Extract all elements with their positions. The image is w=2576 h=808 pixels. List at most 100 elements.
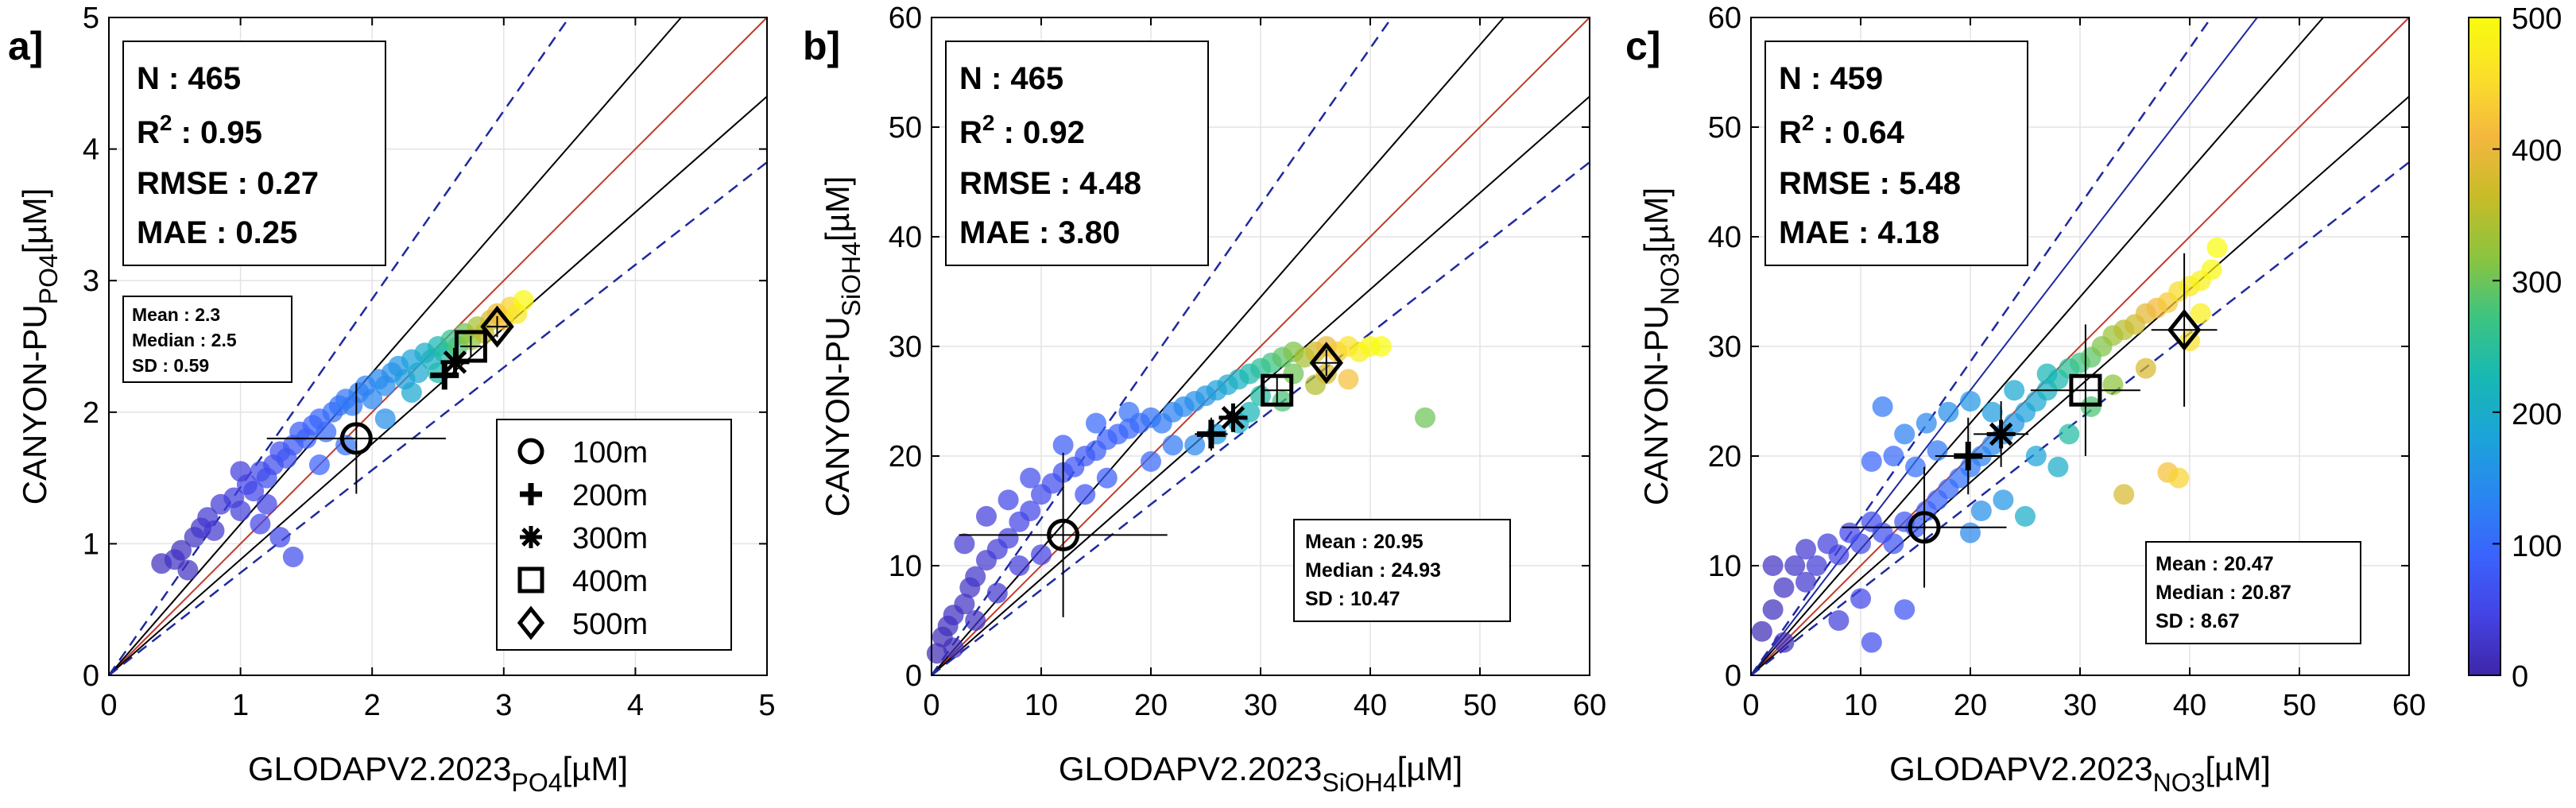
panel-a-summary-mean: Mean : 2.3 [132, 304, 220, 325]
panel-b-data-point [1075, 484, 1095, 505]
panel-a-data-point [375, 408, 396, 429]
panel-b-data-point [1141, 451, 1161, 472]
panel-c-y-tick-label: 0 [1725, 659, 1741, 693]
colorbar-tick-100: 100 [2512, 530, 2562, 563]
panel-c-data-point [2004, 380, 2024, 400]
panel-c-data-point [1894, 423, 1915, 444]
panel-b-data-point [987, 583, 1008, 604]
panel-c-data-point [1773, 578, 1794, 598]
panel-a-data-point [401, 382, 422, 403]
panel-b-y-tick-label: 50 [889, 111, 922, 145]
panel-b-x-tick-label: 60 [1573, 689, 1606, 722]
panel-c-data-point [1905, 457, 1926, 477]
panel-b-x-axis-label: GLODAPV2.2023SiOH4[µM] [1059, 750, 1462, 797]
panel-c-y-tick-label: 30 [1708, 331, 1741, 364]
panel-c-data-point [1960, 523, 1981, 543]
panel-a-x-tick-label: 3 [495, 689, 512, 722]
panel-b-x-tick-label: 30 [1244, 689, 1277, 722]
panel-c-data-point [2037, 364, 2058, 385]
panel-c-data-point [1828, 544, 1849, 565]
panel-b: 0 10 20 30 40 50 600102030405060 b] N : 465 R2… [803, 2, 1606, 797]
panel-c: 0 10 20 30 40 50 600102030405060 c] N : 459 R2… [1625, 2, 2426, 797]
panel-c-stat-r2: R2 : 0.64 [1779, 110, 1905, 150]
panel-c-data-point [2207, 238, 2228, 258]
legend-label-200m: 200m [572, 479, 648, 512]
panel-a-data-point [250, 514, 270, 535]
panel-c-stat-mae: MAE : 4.18 [1779, 215, 1939, 250]
panel-b-x-tick-label: 40 [1354, 689, 1387, 722]
panel-b-summary-median: Median : 24.93 [1305, 559, 1441, 582]
colorbar: 0 100 200 300 400 500 [2469, 2, 2562, 694]
panel-c-data-point [1828, 610, 1849, 631]
panel-c-data-point [1850, 533, 1871, 554]
colorbar-tick-400: 400 [2512, 134, 2562, 168]
panel-c-summary-sd: SD : 8.67 [2156, 610, 2240, 632]
panel-c-y-tick-label: 10 [1708, 550, 1741, 583]
panel-b-data-point [1053, 435, 1074, 455]
panel-c-data-point [1861, 632, 1882, 653]
panel-a-y-tick-label: 0 [83, 659, 99, 693]
panel-b-data-point [1009, 555, 1029, 576]
colorbar-tick-300: 300 [2512, 266, 2562, 300]
panel-b-data-point [1415, 408, 1435, 428]
panel-a-label: a] [8, 24, 43, 68]
panel-a-stat-n: N : 465 [137, 61, 241, 96]
panel-a-data-point [269, 527, 290, 547]
panel-a-y-tick-label: 3 [83, 265, 99, 298]
panel-c-data-point [1752, 621, 1772, 642]
panel-b-summary-mean: Mean : 20.95 [1305, 531, 1424, 553]
panel-b-summary-box: Mean : 20.95 Median : 24.93 SD : 10.47 [1294, 520, 1510, 621]
panel-a-x-tick-label: 1 [232, 689, 249, 722]
panel-b-y-tick-label: 30 [889, 331, 922, 364]
panel-a-y-tick-label: 5 [83, 2, 99, 35]
panel-c-x-tick-label: 10 [1844, 689, 1877, 722]
panel-b-stat-rmse: RMSE : 4.48 [959, 166, 1141, 201]
panel-b-depth-mean-300m [1219, 404, 1248, 432]
panel-b-data-point [1163, 435, 1183, 455]
panel-a-y-tick-label: 4 [83, 133, 99, 167]
panel-c-data-point [2168, 468, 2189, 489]
panel-b-data-point [1184, 435, 1205, 455]
panel-a-summary-median: Median : 2.5 [132, 330, 237, 350]
panel-c-summary-box: Mean : 20.47 Median : 20.87 SD : 8.67 [2146, 542, 2361, 644]
colorbar-tick-500: 500 [2512, 2, 2562, 36]
panel-b-data-point [1031, 544, 1052, 565]
panel-c-data-point [1861, 451, 1882, 472]
panel-c-data-point [2202, 259, 2222, 280]
legend-label-300m: 300m [572, 522, 648, 555]
panel-c-data-point [2026, 446, 2047, 466]
panel-c-depth-mean-300m [1987, 419, 2016, 448]
panel-c-x-tick-label: 0 [1742, 689, 1759, 722]
panel-a-stat-r2: R2 : 0.95 [137, 110, 262, 150]
panel-b-data-point [943, 638, 964, 659]
panel-b-data-point [1283, 364, 1303, 385]
panel-b-y-tick-label: 60 [889, 2, 922, 35]
depth-legend: 100m 200m 300m 400m 500m [497, 419, 731, 650]
legend-label-400m: 400m [572, 565, 648, 598]
panel-b-x-tick-label: 10 [1025, 689, 1058, 722]
panel-a-data-point [283, 547, 304, 567]
panel-c-data-point [2047, 457, 2068, 477]
panel-b-stat-mae: MAE : 3.80 [959, 215, 1120, 250]
panel-b-y-tick-label: 0 [905, 659, 922, 693]
colorbar-tick-0: 0 [2512, 660, 2528, 694]
legend-label-100m: 100m [572, 436, 648, 470]
panel-a-stat-mae: MAE : 0.25 [137, 215, 297, 250]
panel-b-stat-n: N : 465 [959, 61, 1063, 96]
panel-c-x-tick-label: 60 [2392, 689, 2426, 722]
panel-a-data-point [230, 461, 251, 481]
legend-label-500m: 500m [572, 608, 648, 641]
panel-c-data-point [1883, 446, 1904, 466]
panel-c-data-point [2015, 506, 2036, 527]
panel-a-stat-rmse: RMSE : 0.27 [137, 166, 319, 201]
legend-marker-300m [520, 526, 542, 548]
panel-b-data-point [976, 506, 997, 527]
panel-a-stats-box: N : 465 R2 : 0.95 RMSE : 0.27 MAE : 0.25 [123, 41, 385, 265]
panel-a-y-axis-label: CANYON-PUPO4[µM] [16, 188, 63, 505]
panel-c-data-point [2113, 484, 2134, 505]
panel-c-data-point [2059, 423, 2079, 444]
panel-a: 0 1 2 3 4 5012345 a] N : 465 R2 : 0.95 RMSE :… [8, 2, 776, 797]
panel-c-x-tick-label: 20 [1954, 689, 1987, 722]
panel-c-data-point [1850, 588, 1871, 609]
panel-a-summary-box: Mean : 2.3 Median : 2.5 SD : 0.59 [123, 296, 292, 382]
